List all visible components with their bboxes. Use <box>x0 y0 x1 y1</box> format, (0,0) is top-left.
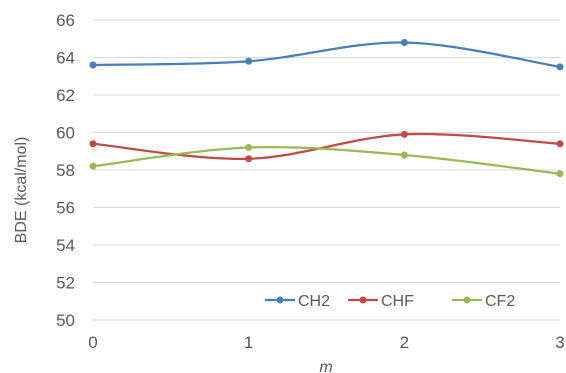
y-tick-label: 52 <box>56 274 75 293</box>
series-line <box>92 41 561 68</box>
legend-marker <box>276 296 284 304</box>
y-tick-label: 56 <box>56 199 75 218</box>
legend-label: CH2 <box>298 293 330 310</box>
legend-item-chf: CHF <box>348 293 414 310</box>
legend: CH2 CHF CF2 <box>265 293 515 310</box>
legend-label: CF2 <box>485 293 515 310</box>
data-point <box>400 39 408 46</box>
data-point <box>556 170 564 178</box>
x-tick-label: 1 <box>244 333 253 352</box>
legend-item-ch2: CH2 <box>265 293 330 310</box>
y-tick-label: 66 <box>56 11 75 30</box>
x-tick-label: 3 <box>555 333 564 352</box>
series-line <box>92 132 561 160</box>
legend-label: CHF <box>381 293 414 310</box>
data-point <box>245 155 253 163</box>
series-line <box>92 145 561 175</box>
data-point <box>89 162 97 170</box>
data-point <box>245 57 253 65</box>
y-tick-label: 54 <box>56 236 75 255</box>
y-tick-label: 62 <box>56 86 75 105</box>
series-cf2 <box>89 144 564 178</box>
data-point <box>89 140 97 148</box>
legend-marker <box>359 296 367 304</box>
data-point <box>400 130 408 138</box>
x-tick-label: 0 <box>88 333 97 352</box>
series-chf <box>89 130 564 163</box>
data-point <box>400 151 408 159</box>
legend-item-cf2: CF2 <box>452 293 515 310</box>
x-tick-labels: 0 1 2 3 <box>88 333 564 352</box>
y-tick-label: 58 <box>56 161 75 180</box>
y-tick-label: 60 <box>56 124 75 143</box>
data-point <box>89 61 97 69</box>
legend-marker <box>463 296 471 304</box>
y-tick-label: 50 <box>56 311 75 330</box>
y-tick-labels: 50 52 54 56 58 60 62 64 66 <box>56 11 75 330</box>
data-point <box>556 63 564 71</box>
data-point <box>245 144 253 151</box>
series-ch2 <box>89 39 564 71</box>
gridlines <box>93 19 560 321</box>
y-tick-label: 64 <box>56 49 75 68</box>
x-tick-label: 2 <box>400 333 409 352</box>
y-axis-label: BDE (kcal/mol) <box>13 137 30 244</box>
series-lines <box>89 39 564 178</box>
data-point <box>556 140 564 148</box>
x-axis-label: m <box>319 359 332 373</box>
